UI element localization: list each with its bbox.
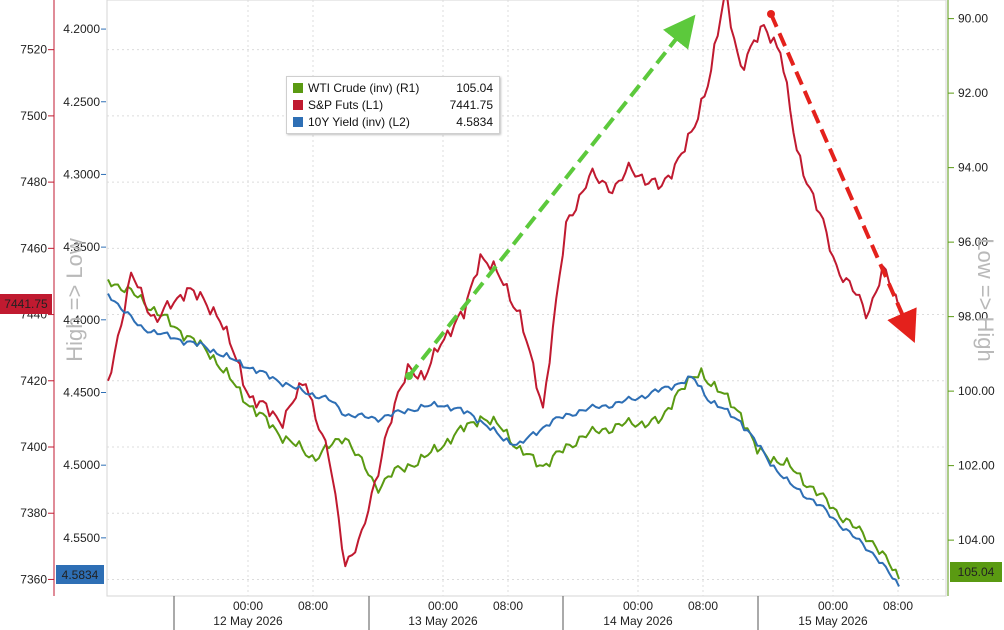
- legend-label-yield: 10Y Yield (inv) (L2): [308, 115, 410, 129]
- grid: [107, 0, 946, 596]
- crude-tick-label: 92.00: [958, 86, 988, 100]
- legend-item-yield: 10Y Yield (inv) (L2) 4.5834: [293, 114, 493, 130]
- spx-tick-label: 7360: [20, 572, 47, 586]
- x-tick-time: 00:00: [428, 599, 458, 613]
- spx-tick-label: 7460: [20, 241, 47, 255]
- annotation-layer: [405, 10, 917, 380]
- x-tick-time: 00:00: [818, 599, 848, 613]
- yield-tick-label: 4.2500: [63, 95, 100, 109]
- rally-arrow: [407, 14, 696, 378]
- yield-last-value: 4.5834: [62, 568, 99, 582]
- crude-tick-label: 96.00: [958, 235, 988, 249]
- yield-tick-label: 4.4000: [63, 313, 100, 327]
- spx-tick-label: 7420: [20, 374, 47, 388]
- right-side-label: Low => High: [973, 238, 998, 362]
- x-tick-time: 08:00: [493, 599, 523, 613]
- spx-tick-label: 7480: [20, 175, 47, 189]
- x-tick-date: 14 May 2026: [603, 614, 673, 628]
- legend-swatch-yield: [293, 117, 303, 127]
- spx-tick-label: 7400: [20, 440, 47, 454]
- yield-tick-label: 4.3500: [63, 240, 100, 254]
- crude-tick-label: 98.00: [958, 310, 988, 324]
- series-layer: [107, 0, 900, 587]
- yield-tick-label: 4.2000: [63, 22, 100, 36]
- x-tick-time: 08:00: [688, 599, 718, 613]
- crude-tick-label: 102.00: [958, 459, 995, 473]
- spx-tick-label: 7520: [20, 43, 47, 57]
- yield-tick-label: 4.5500: [63, 531, 100, 545]
- legend-item-crude: WTI Crude (inv) (R1) 105.04: [293, 80, 493, 96]
- x-tick-date: 15 May 2026: [798, 614, 868, 628]
- x-tick-date: 12 May 2026: [213, 614, 283, 628]
- x-tick-time: 00:00: [623, 599, 653, 613]
- crude-last-tag: 105.04: [950, 562, 1002, 582]
- spx-tick-label: 7500: [20, 109, 47, 123]
- series-line-spx: [107, 0, 900, 568]
- legend-item-spx: S&P Futs (L1) 7441.75: [293, 97, 493, 113]
- crude-tick-label: 104.00: [958, 533, 995, 547]
- selloff-arrow: [769, 13, 917, 343]
- x-tick-time: 08:00: [298, 599, 328, 613]
- yield-tick-label: 4.3000: [63, 167, 100, 181]
- series-line-yield: [107, 293, 900, 587]
- spx-tick-label: 7380: [20, 506, 47, 520]
- right-axis: 90.00 92.00 94.00 96.00 98.00 100.00 102.00 104…: [947, 0, 995, 596]
- x-tick-time: 00:00: [233, 599, 263, 613]
- spx-last-tag: 7441.75: [0, 294, 52, 314]
- legend-label-crude: WTI Crude (inv) (R1): [308, 81, 420, 95]
- legend-value-crude: 105.04: [456, 81, 493, 95]
- legend-value-yield: 4.5834: [456, 115, 493, 129]
- plot-area: [106, 0, 947, 597]
- yield-tick-label: 4.5000: [63, 458, 100, 472]
- spx-last-value: 7441.75: [4, 297, 48, 311]
- crude-last-value: 105.04: [958, 565, 995, 579]
- legend-swatch-crude: [293, 83, 303, 93]
- legend-label-spx: S&P Futs (L1): [308, 98, 384, 112]
- left-side-label: High => Low: [62, 238, 87, 362]
- yield-tick-label: 4.4500: [63, 385, 100, 399]
- legend: WTI Crude (inv) (R1) 105.04 S&P Futs (L1…: [286, 76, 500, 134]
- left-axis: 7520750074807460744074207400738073604.20…: [20, 0, 106, 596]
- x-tick-date: 13 May 2026: [408, 614, 478, 628]
- crude-tick-label: 100.00: [958, 384, 995, 398]
- legend-value-spx: 7441.75: [449, 98, 493, 112]
- crude-tick-label: 94.00: [958, 161, 988, 175]
- legend-swatch-spx: [293, 100, 303, 110]
- crude-tick-label: 90.00: [958, 12, 988, 26]
- yield-last-tag: 4.5834: [56, 565, 104, 584]
- x-tick-time: 08:00: [883, 599, 913, 613]
